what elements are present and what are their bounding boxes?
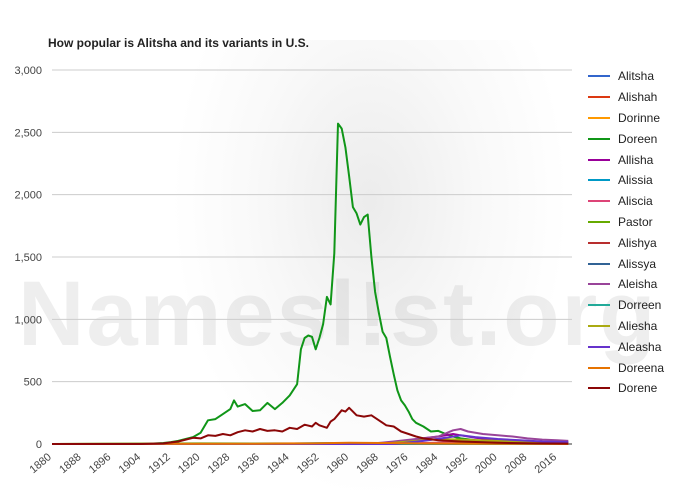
legend-item-dorinne[interactable]: Dorinne: [588, 108, 698, 129]
y-tick-label: 3,000: [14, 65, 42, 77]
legend-label: Alissia: [618, 173, 653, 188]
legend-item-alishah[interactable]: Alishah: [588, 87, 698, 108]
legend-item-alishya[interactable]: Alishya: [588, 232, 698, 253]
chart-title: How popular is Alitsha and its variants …: [48, 36, 309, 50]
legend-label: Doreen: [618, 131, 658, 146]
watermark: Namesl!st.org: [18, 263, 658, 365]
x-tick-label: 1960: [325, 451, 351, 476]
legend-swatch: [588, 220, 610, 223]
legend-label: Dorene: [618, 381, 658, 396]
x-tick-label: 1968: [354, 451, 380, 476]
legend-label: Pastor: [618, 214, 653, 229]
x-tick-label: 2000: [473, 451, 499, 476]
legend-item-aliesha[interactable]: Aliesha: [588, 316, 698, 337]
y-tick-label: 2,500: [14, 127, 42, 139]
legend-swatch: [588, 241, 610, 244]
series-line-aleisha[interactable]: [52, 428, 569, 445]
legend-swatch: [588, 304, 610, 307]
legend-swatch: [588, 283, 610, 286]
y-axis: 0 500 1,000 1,500 2,000 2,500 3,000: [14, 65, 42, 451]
legend-label: Aliscia: [618, 194, 653, 209]
legend-label: Alitsha: [618, 69, 655, 84]
grid: [52, 69, 572, 445]
legend-item-dorene[interactable]: Dorene: [588, 378, 698, 399]
legend-swatch: [588, 179, 610, 182]
background-photo: [170, 40, 570, 500]
legend-item-doreena[interactable]: Doreena: [588, 357, 698, 378]
x-tick-label: 1984: [414, 451, 440, 476]
x-tick-label: 1928: [206, 451, 232, 476]
x-tick-label: 1880: [27, 451, 53, 476]
legend-item-alitsha[interactable]: Alitsha: [588, 66, 698, 87]
legend-label: Alishah: [618, 90, 658, 105]
legend-swatch: [588, 200, 610, 203]
legend-item-alissia[interactable]: Alissia: [588, 170, 698, 191]
x-tick-label: 1992: [443, 451, 469, 476]
legend-swatch: [588, 158, 610, 161]
legend-swatch: [588, 137, 610, 140]
legend-swatch: [588, 345, 610, 348]
legend-item-dorreen[interactable]: Dorreen: [588, 295, 698, 316]
legend-item-alissya[interactable]: Alissya: [588, 253, 698, 274]
y-tick-label: 500: [24, 377, 42, 389]
legend-label: Aleasha: [618, 339, 662, 354]
y-tick-label: 1,500: [14, 252, 42, 264]
x-tick-label: 1976: [384, 451, 410, 476]
x-tick-label: 1912: [146, 451, 172, 476]
x-tick-label: 1936: [235, 451, 261, 476]
legend-label: Dorreen: [618, 298, 662, 313]
legend-swatch: [588, 96, 610, 99]
legend-item-doreen[interactable]: Doreen: [588, 128, 698, 149]
series-line-doreena[interactable]: [51, 441, 569, 445]
y-tick-label: 2,000: [14, 190, 42, 202]
legend-label: Allisha: [618, 152, 654, 167]
legend-swatch: [588, 324, 610, 327]
legend-item-allisha[interactable]: Allisha: [588, 149, 698, 170]
legend-item-pastor[interactable]: Pastor: [588, 212, 698, 233]
y-tick-label: 1,000: [14, 314, 42, 326]
legend-item-aleisha[interactable]: Aleisha: [588, 274, 698, 295]
legend: Alitsha Alishah Dorinne Doreen Allisha Alissi…: [588, 66, 698, 399]
legend-label: Alishya: [618, 235, 657, 250]
x-tick-label: 2008: [503, 451, 529, 476]
legend-swatch: [588, 262, 610, 265]
x-tick-label: 1888: [57, 451, 83, 476]
x-tick-label: 1896: [87, 451, 113, 476]
legend-swatch: [588, 387, 610, 390]
legend-item-aliscia[interactable]: Aliscia: [588, 191, 698, 212]
legend-swatch: [588, 366, 610, 369]
legend-item-aleasha[interactable]: Aleasha: [588, 336, 698, 357]
legend-label: Aleisha: [618, 277, 658, 292]
x-tick-label: 1944: [265, 451, 291, 476]
legend-swatch: [588, 116, 610, 119]
y-tick-label: 0: [36, 439, 42, 451]
legend-label: Aliesha: [618, 318, 658, 333]
x-tick-label: 2016: [533, 451, 559, 476]
x-axis: 1880 1888 1896 1904 1912 1920 1928 1936 1944 1952…: [27, 451, 559, 476]
x-tick-label: 1920: [176, 451, 202, 476]
x-tick-label: 1904: [117, 451, 143, 476]
series-line-doreen[interactable]: [52, 122, 569, 445]
legend-label: Doreena: [618, 360, 665, 375]
legend-swatch: [588, 75, 610, 78]
legend-label: Dorinne: [618, 110, 661, 125]
legend-label: Alissya: [618, 256, 657, 271]
series-lines: [51, 122, 569, 445]
series-line-dorene[interactable]: [52, 406, 569, 445]
x-tick-label: 1952: [295, 451, 321, 476]
